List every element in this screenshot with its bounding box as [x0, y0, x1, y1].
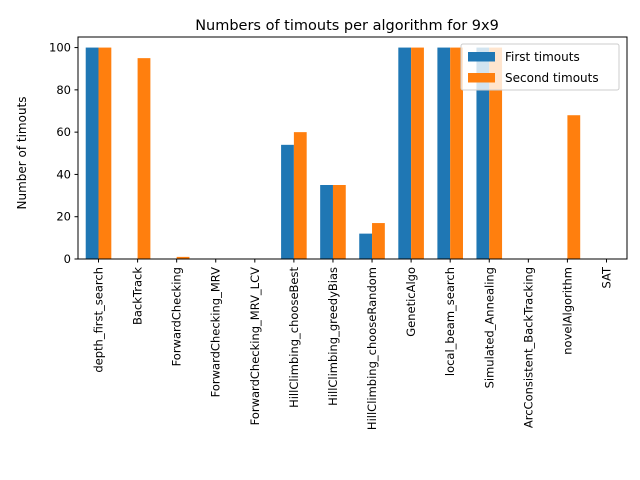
bar-first-8 [398, 47, 412, 260]
y-tick-label: 20 [56, 210, 71, 224]
y-axis-label: Number of timouts [15, 96, 29, 209]
legend-swatch-1 [468, 73, 495, 83]
x-tick-label: HillClimbing_greedyBias [326, 267, 340, 406]
y-axis-label-group: Number of timouts [15, 96, 29, 209]
y-tick-label: 100 [49, 41, 71, 55]
chart-title: Numbers of timouts per algorithm for 9x9 [195, 18, 499, 34]
bar-first-10 [476, 47, 490, 260]
x-tick-label: novelAlgorithm [560, 267, 574, 355]
x-tick-label: BackTrack [131, 267, 145, 325]
bar-second-10 [489, 47, 503, 260]
x-tick-label: ForwardChecking [170, 267, 184, 366]
x-tick-label: SAT [599, 266, 613, 288]
bar-first-6 [320, 185, 333, 259]
bar-first-7 [359, 233, 373, 259]
bar-second-2 [176, 256, 190, 259]
legend-label-1: Second timouts [505, 71, 599, 85]
y-tick-label: 0 [64, 252, 71, 266]
bar-second-8 [411, 47, 424, 260]
legend-swatch-0 [468, 52, 495, 62]
x-tick-label: ForwardChecking_MRV_LCV [248, 267, 262, 425]
x-tick-label: Simulated_Annealing [482, 267, 496, 388]
x-tick-label: ForwardChecking_MRV [209, 267, 223, 397]
legend-label-0: First timouts [505, 50, 580, 64]
x-tick-label: ArcConsistent_BackTracking [521, 267, 535, 428]
bar-second-0 [98, 47, 112, 260]
legend: First timouts Second timouts [460, 43, 620, 91]
x-tick-label: GeneticAlgo [404, 267, 418, 337]
bar-first-0 [85, 47, 99, 260]
bar-second-1 [137, 58, 151, 260]
legend-box [460, 43, 620, 91]
y-tick-label: 40 [56, 167, 71, 181]
y-tick-label: 60 [56, 125, 71, 139]
x-tick-label: depth_first_search [92, 267, 106, 373]
bar-second-9 [450, 47, 463, 260]
bar-second-12 [567, 115, 581, 259]
y-tick-label: 80 [56, 83, 71, 97]
bar-second-6 [332, 185, 346, 259]
x-tick-label: local_beam_search [443, 267, 457, 376]
bar-first-9 [437, 47, 451, 260]
bar-second-5 [293, 132, 307, 259]
bar-first-5 [281, 144, 294, 259]
x-tick-label: HillClimbing_chooseRandom [365, 267, 379, 430]
bar-second-7 [372, 223, 385, 259]
bars-layer [85, 47, 581, 260]
y-ticks: 0 20 40 60 80 100 [49, 41, 78, 266]
x-ticks: depth_first_search BackTrack ForwardChecki… [92, 259, 613, 430]
axes-frame [77, 36, 628, 260]
x-tick-label: HillClimbing_chooseBest [287, 267, 301, 408]
